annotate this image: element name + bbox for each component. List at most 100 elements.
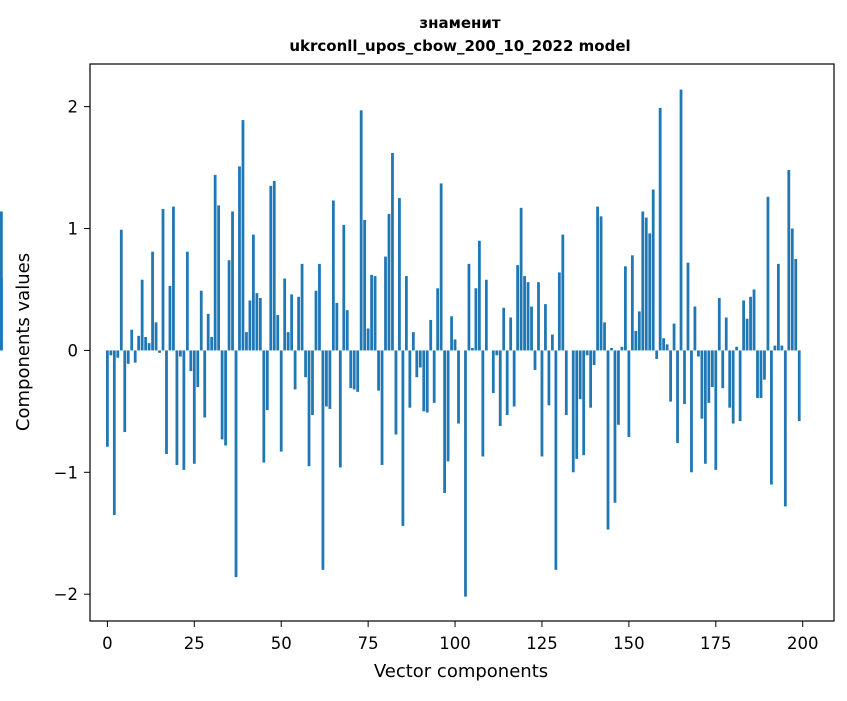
bar [662,338,665,350]
bar [356,350,359,391]
bar [694,307,697,351]
bar [746,319,749,351]
bar [798,350,801,421]
bar [189,350,192,371]
bar [127,350,130,363]
bar [652,190,655,351]
bar [760,350,763,398]
bar [784,350,787,506]
bar [582,350,585,455]
bar [304,350,307,377]
bar [638,311,641,350]
bar [596,207,599,351]
bar [224,350,227,445]
bar [269,186,272,351]
x-tick-label: 200 [787,634,819,653]
bar [457,350,460,423]
bar [287,332,290,350]
bar [586,350,589,355]
bar [551,335,554,351]
bar [259,298,262,350]
bar [408,350,411,407]
bar [155,322,158,350]
bar [697,350,700,356]
bar [527,282,530,350]
bar [485,280,488,351]
bar [349,350,352,388]
bar [137,336,140,351]
bar [134,350,137,362]
bar [245,332,248,350]
bar [634,331,637,351]
bar [666,344,669,350]
bar [641,211,644,350]
x-tick-label: 0 [102,634,113,653]
bar [544,304,547,350]
bar [659,108,662,351]
bar [589,350,592,407]
bar [308,350,311,466]
bar [363,220,366,350]
bar [235,350,238,577]
bar [398,198,401,350]
bar [214,175,217,351]
bar [384,257,387,351]
bar [262,350,265,462]
bar [558,272,561,350]
bar [151,252,154,351]
bar [276,315,279,350]
bar [367,328,370,350]
bar [374,276,377,350]
x-tick-label: 175 [700,634,732,653]
bar [735,347,738,351]
bar [541,350,544,456]
y-tick-label: −2 [54,585,78,604]
bar [572,350,575,472]
bar [106,350,109,446]
x-tick-label: 150 [613,634,645,653]
bar [676,350,679,443]
bar [419,350,422,367]
bar [283,279,286,351]
bar [388,214,391,351]
bar [196,350,199,387]
bar [290,294,293,350]
x-tick-label: 75 [358,634,379,653]
bar [231,211,234,350]
bar [130,330,133,351]
bar [377,350,380,390]
bar [325,350,328,406]
x-axis-label: Vector components [374,661,548,682]
bar [767,197,770,351]
bar [113,350,116,515]
bar [579,350,582,399]
bar [429,320,432,350]
bar [607,350,610,529]
bar [701,350,704,418]
bar [203,350,206,417]
bar [721,350,724,388]
bar [481,350,484,456]
bar [433,350,436,402]
bar [770,350,773,484]
bar [575,350,578,458]
bar [273,181,276,350]
bar [450,316,453,350]
bar [683,350,686,404]
bar [756,350,759,398]
bar [728,350,731,407]
bar [714,350,717,469]
bar [360,110,363,350]
bar [617,350,620,424]
bar [301,264,304,351]
y-tick-label: 0 [68,341,79,360]
bar [468,264,471,351]
bar [436,288,439,350]
bar [516,265,519,350]
bar [732,350,735,423]
bar [346,310,349,350]
bar [554,350,557,569]
bar [454,339,457,350]
bar [794,259,797,350]
x-tick-label: 125 [526,634,558,653]
